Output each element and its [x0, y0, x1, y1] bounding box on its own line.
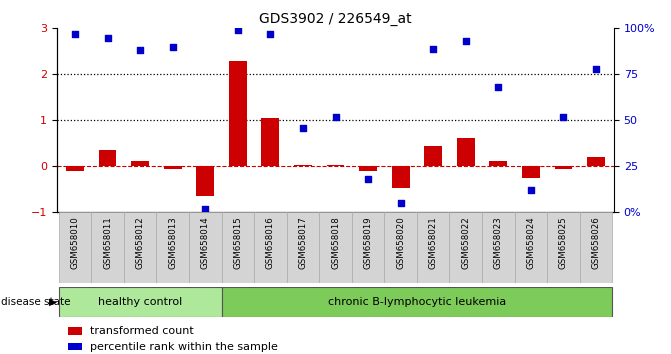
Text: GSM658010: GSM658010 — [70, 216, 79, 269]
Point — [525, 188, 536, 193]
FancyBboxPatch shape — [352, 212, 384, 283]
FancyBboxPatch shape — [450, 212, 482, 283]
Bar — [221, 287, 613, 317]
Text: chronic B-lymphocytic leukemia: chronic B-lymphocytic leukemia — [328, 297, 506, 307]
Text: healthy control: healthy control — [98, 297, 183, 307]
Bar — [58, 287, 221, 317]
FancyBboxPatch shape — [515, 212, 547, 283]
Text: GSM658021: GSM658021 — [429, 216, 437, 269]
FancyBboxPatch shape — [254, 212, 287, 283]
Text: GSM658026: GSM658026 — [592, 216, 601, 269]
Point — [200, 206, 211, 212]
Text: GSM658013: GSM658013 — [168, 216, 177, 269]
Point — [428, 46, 439, 51]
Point — [265, 31, 276, 37]
Bar — [68, 343, 82, 350]
Bar — [66, 166, 84, 171]
Bar — [68, 327, 82, 335]
Text: GSM658020: GSM658020 — [396, 216, 405, 269]
Bar — [424, 146, 442, 166]
Bar — [554, 166, 572, 169]
FancyBboxPatch shape — [482, 212, 515, 283]
Title: GDS3902 / 226549_at: GDS3902 / 226549_at — [259, 12, 412, 26]
Text: GSM658016: GSM658016 — [266, 216, 275, 269]
Bar — [164, 166, 182, 169]
FancyBboxPatch shape — [319, 212, 352, 283]
Point — [395, 200, 406, 206]
Point — [330, 114, 341, 120]
Bar — [457, 138, 475, 166]
Text: ▶: ▶ — [49, 297, 57, 307]
FancyBboxPatch shape — [580, 212, 613, 283]
Bar — [522, 166, 540, 178]
Bar — [99, 150, 117, 166]
FancyBboxPatch shape — [287, 212, 319, 283]
Point — [297, 125, 308, 131]
Bar — [294, 165, 312, 166]
Point — [135, 47, 146, 53]
Bar — [587, 157, 605, 166]
Bar — [229, 62, 247, 166]
FancyBboxPatch shape — [547, 212, 580, 283]
Bar — [489, 161, 507, 166]
Text: GSM658014: GSM658014 — [201, 216, 210, 269]
Text: GSM658015: GSM658015 — [234, 216, 242, 269]
FancyBboxPatch shape — [384, 212, 417, 283]
Text: GSM658024: GSM658024 — [527, 216, 535, 269]
Text: GSM658011: GSM658011 — [103, 216, 112, 269]
Bar — [131, 161, 149, 166]
Text: GSM658019: GSM658019 — [364, 216, 372, 269]
Point — [167, 44, 178, 50]
Point — [232, 27, 243, 33]
Text: disease state: disease state — [1, 297, 71, 307]
Bar — [392, 166, 409, 188]
FancyBboxPatch shape — [417, 212, 450, 283]
FancyBboxPatch shape — [91, 212, 124, 283]
Point — [363, 176, 374, 182]
Point — [590, 66, 601, 72]
Bar — [359, 166, 377, 171]
Text: GSM658018: GSM658018 — [331, 216, 340, 269]
FancyBboxPatch shape — [189, 212, 221, 283]
Bar — [197, 166, 214, 196]
Point — [102, 35, 113, 40]
Text: GSM658022: GSM658022 — [461, 216, 470, 269]
FancyBboxPatch shape — [124, 212, 156, 283]
Point — [70, 31, 81, 37]
Text: GSM658017: GSM658017 — [299, 216, 307, 269]
Text: percentile rank within the sample: percentile rank within the sample — [91, 342, 278, 352]
Text: GSM658025: GSM658025 — [559, 216, 568, 269]
Text: GSM658023: GSM658023 — [494, 216, 503, 269]
FancyBboxPatch shape — [156, 212, 189, 283]
Point — [493, 84, 504, 90]
Point — [558, 114, 569, 120]
FancyBboxPatch shape — [58, 212, 91, 283]
Text: transformed count: transformed count — [91, 326, 194, 336]
Bar — [262, 118, 279, 166]
Text: GSM658012: GSM658012 — [136, 216, 144, 269]
Point — [460, 38, 471, 44]
Bar — [327, 165, 344, 166]
FancyBboxPatch shape — [221, 212, 254, 283]
